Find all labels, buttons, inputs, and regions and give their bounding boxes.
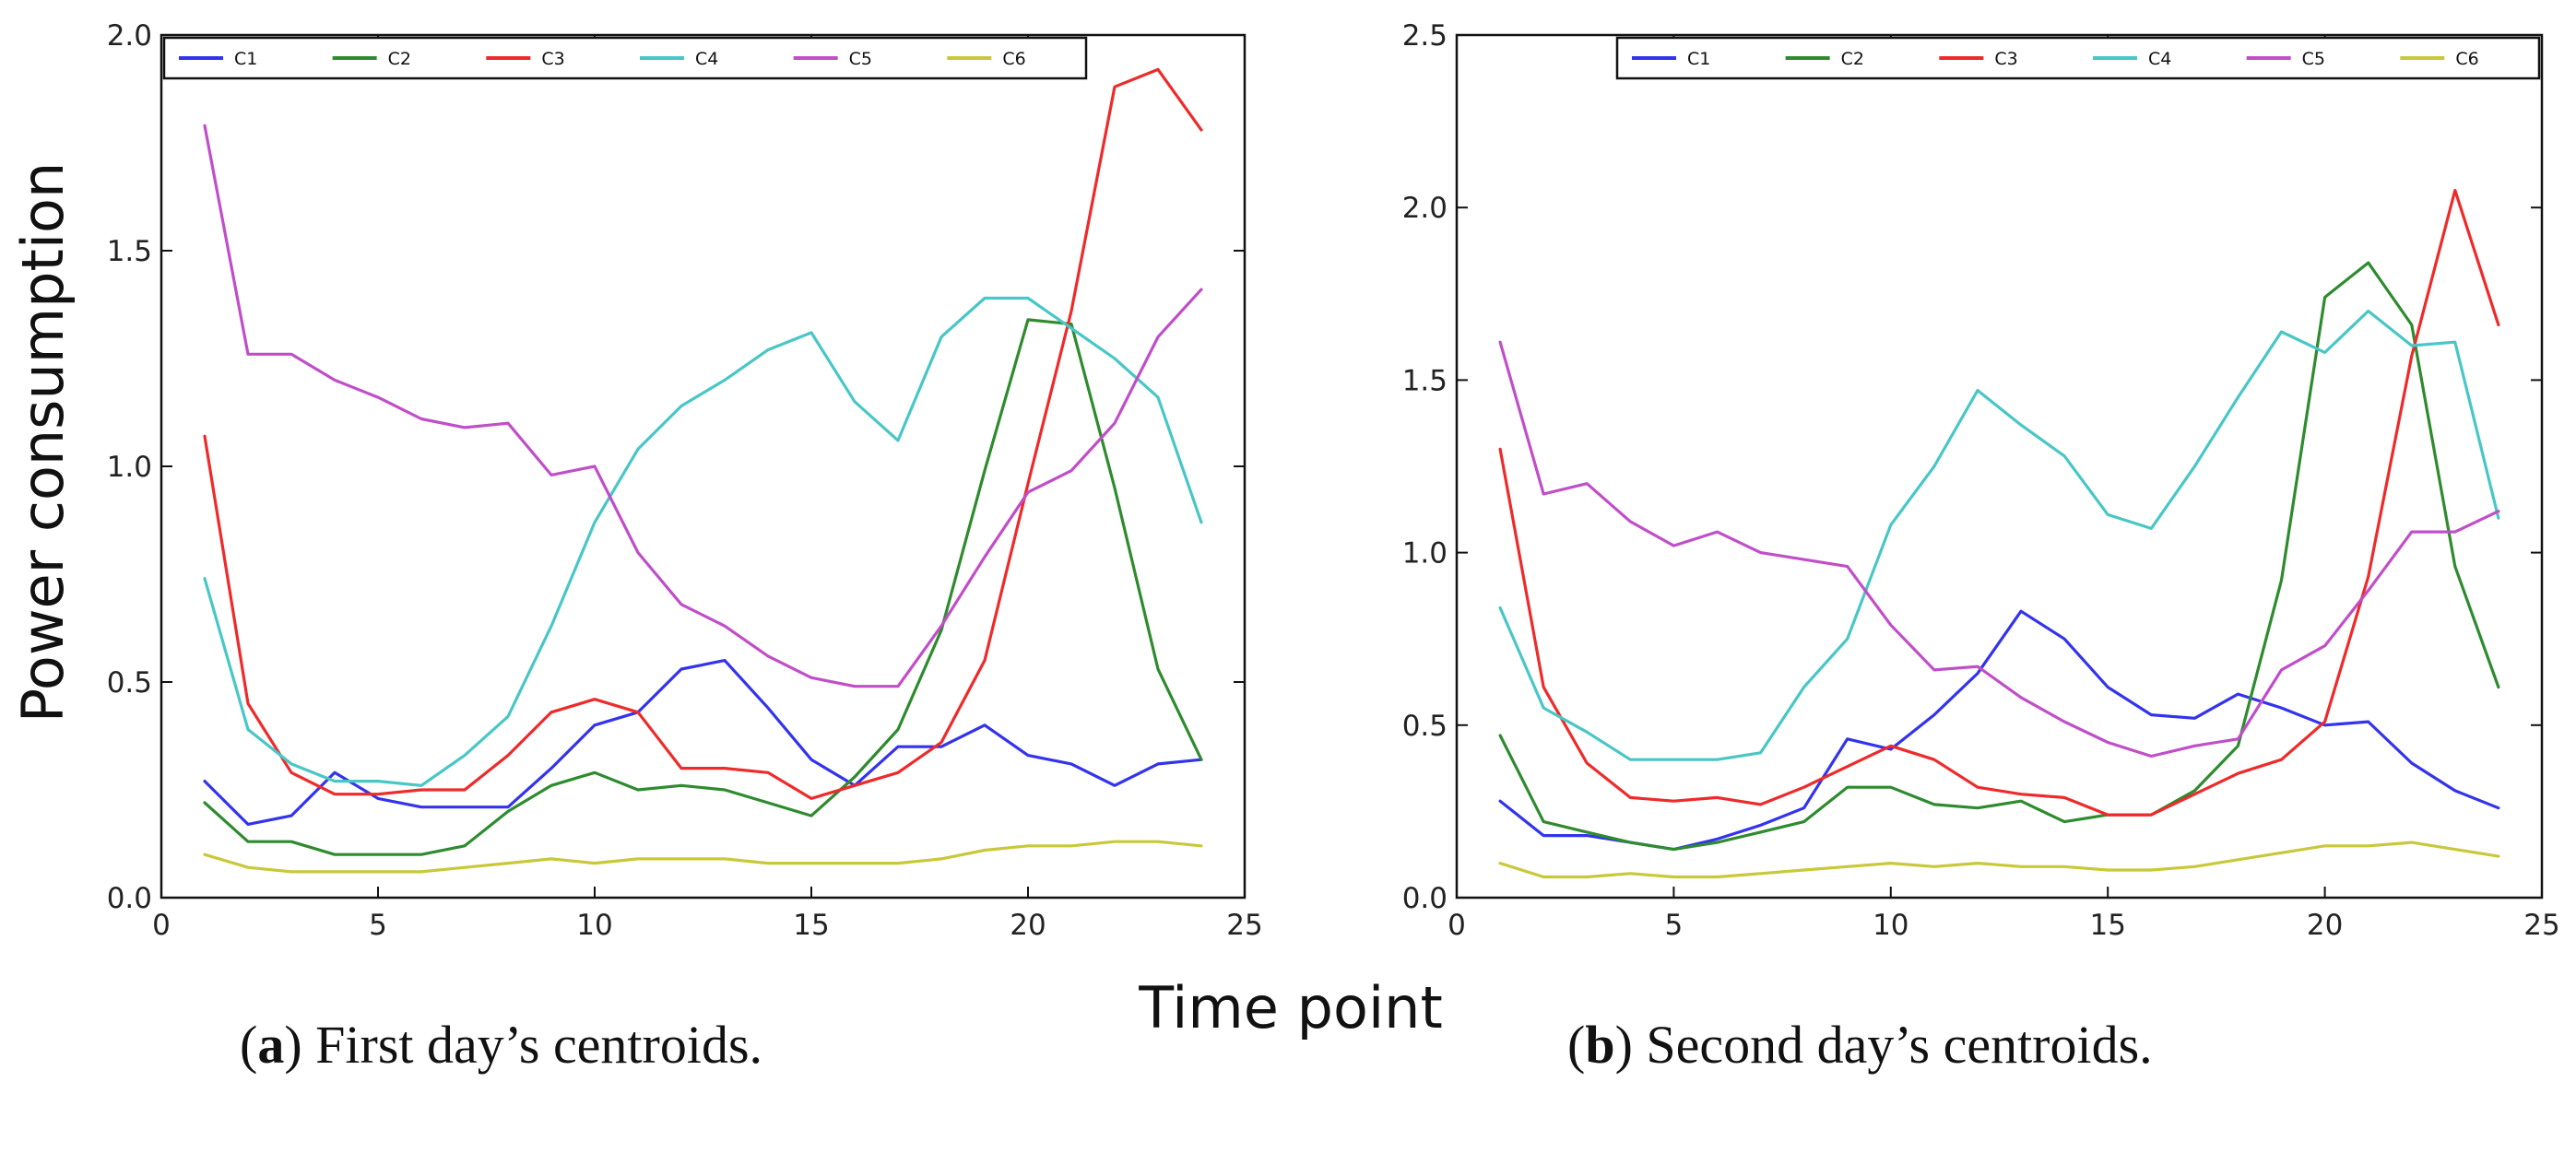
panel-a-chart: 0 5 10 15 20 25 0.0 0.5 1.0 1.5 2.0 C1 C2 C3 C4 C5 C6 [107,19,1263,942]
plot-frame-b [1455,33,2544,900]
panel-b-chart: 0 5 10 15 20 25 0.0 0.5 1.0 1.5 2.0 2.5 C1 C2 C3 C4 C5 C6 [1402,19,2560,942]
series-line-c4-a [203,296,1203,787]
y-tick-label-b: 0.0 [1402,882,1448,915]
x-tick-label-a: 25 [1226,909,1262,942]
caption-a-letter: a [257,1015,285,1075]
legend-label-c4-a: C4 [695,49,718,69]
y-tick-label-a: 0.5 [107,666,152,700]
legend-label-c3-a: C3 [541,49,564,69]
y-tick-label-a: 1.0 [107,451,152,484]
caption-b-letter: b [1585,1015,1615,1075]
x-tick-label-b: 25 [2523,909,2559,942]
series-line-c3-b [1498,188,2500,817]
series-line-c2-b [1498,261,2500,852]
legend-label-c6-a: C6 [1002,49,1025,69]
y-tick-label-b: 2.0 [1402,192,1448,225]
legend-label-c2-b: C2 [1841,49,1864,69]
legend-b: C1 C2 C3 C4 C5 C6 [1615,36,2541,80]
legend-label-c3-b: C3 [1994,49,2017,69]
legend-label-c1-b: C1 [1687,49,1710,69]
y-tick-label-b: 0.5 [1402,710,1448,743]
x-tick-label-b: 10 [1873,909,1908,942]
legend-label-c5-a: C5 [849,49,872,69]
x-tick-label-a: 10 [576,909,612,942]
legend-label-c1-a: C1 [234,49,257,69]
x-tick-label-b: 15 [2089,909,2125,942]
x-tick-label-a: 5 [369,909,387,942]
x-tick-label-b: 20 [2307,909,2343,942]
x-tick-label-a: 15 [793,909,829,942]
legend-label-c5-b: C5 [2302,49,2325,69]
legend-box-a [162,36,1088,80]
series-line-c4-b [1498,309,2500,761]
y-axis-title: Power consumption [9,162,77,723]
legend-label-c2-a: C2 [388,49,411,69]
caption-b: (b) Second day’s centroids. [1567,1015,2153,1075]
y-tick-label-a: 2.0 [107,19,152,53]
legend-a: C1 C2 C3 C4 C5 C6 [162,36,1088,80]
caption-a: (a) First day’s centroids. [240,1015,763,1075]
caption-a-text: ) First day’s centroids. [284,1015,763,1075]
x-tick-label-b: 0 [1448,909,1466,942]
x-tick-label-a: 0 [152,909,171,942]
legend-label-c6-b: C6 [2455,49,2478,69]
caption-b-text: ) Second day’s centroids. [1614,1015,2153,1075]
series-line-c3-a [203,67,1203,801]
y-tick-label-b: 1.5 [1402,364,1448,397]
legend-box-b [1615,36,2541,80]
series-line-c6-a [203,840,1203,874]
series-line-c1-a [203,658,1203,827]
series-line-c2-a [203,318,1203,856]
series-line-c5-b [1498,340,2500,759]
x-axis-title: Time point [1138,974,1443,1041]
series-line-c5-a [203,123,1203,688]
x-tick-label-a: 20 [1010,909,1046,942]
y-tick-label-a: 0.0 [107,882,152,915]
y-tick-label-a: 1.5 [107,235,152,268]
legend-label-c4-b: C4 [2148,49,2171,69]
y-tick-label-b: 1.0 [1402,537,1448,570]
y-tick-label-b: 2.5 [1402,19,1448,53]
series-line-c6-b [1498,841,2500,879]
x-tick-label-b: 5 [1665,909,1684,942]
